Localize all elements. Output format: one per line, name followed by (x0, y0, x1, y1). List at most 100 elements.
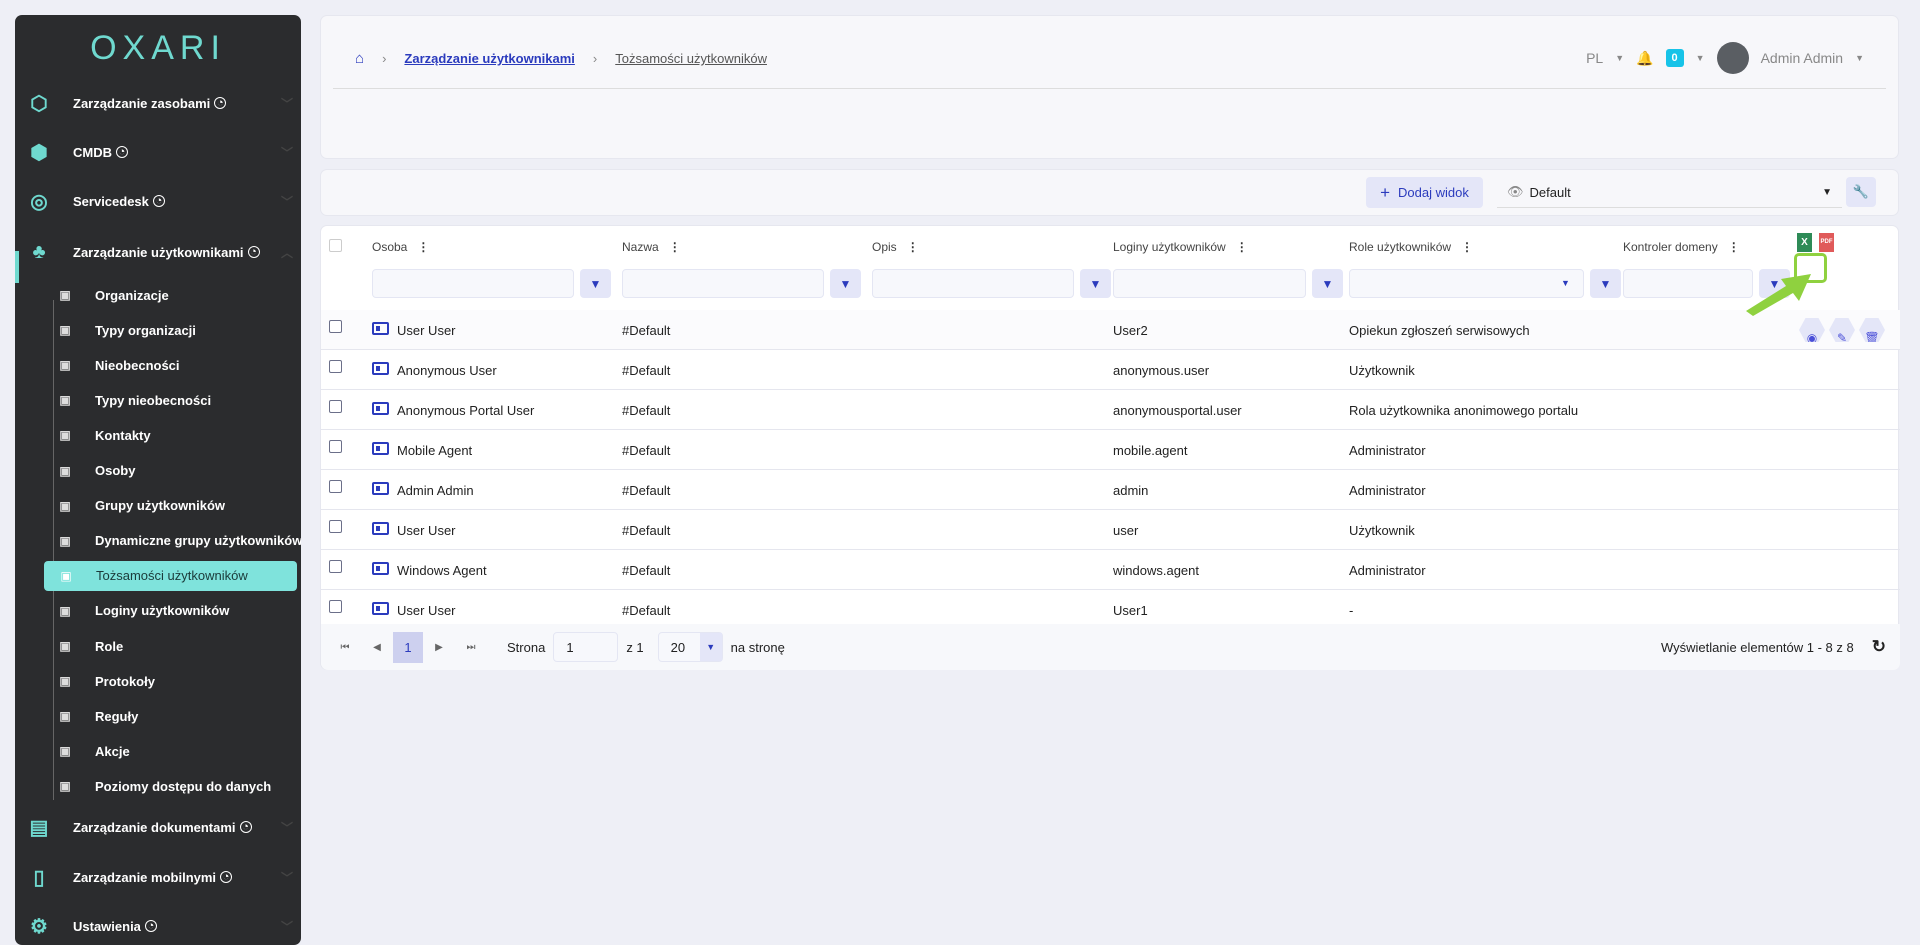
chevron-icon[interactable]: ﹀ (280, 96, 293, 111)
filter-button[interactable]: ▼ (1312, 269, 1343, 298)
sidebar-item-0[interactable]: ⬡ Zarządzanie zasobami ◔ ﹀ (15, 83, 301, 123)
table-row[interactable]: Anonymous User #Default anonymous.user Użyt… (321, 350, 1900, 390)
filter-button[interactable]: ▼ (830, 269, 861, 298)
caret-down-icon[interactable]: ▼ (1855, 53, 1864, 63)
header: ⌂ › Zarządzanie użytkownikami › Tożsamoś… (320, 15, 1899, 159)
column-menu-icon[interactable]: ⋮ (1461, 240, 1474, 254)
row-checkbox[interactable] (329, 440, 342, 453)
first-page-button[interactable]: ⏮ (340, 641, 350, 653)
refresh-icon[interactable]: ↻ (1871, 637, 1886, 656)
column-menu-icon[interactable]: ⋮ (1235, 240, 1248, 254)
sidebar-item-2[interactable]: ⚙ Ustawienia ◔ ﹀ (15, 906, 301, 945)
row-checkbox[interactable] (329, 480, 342, 493)
column-filter-input[interactable] (1623, 269, 1753, 298)
view-button[interactable]: ◉ (1799, 318, 1825, 342)
column-menu-icon[interactable]: ⋮ (417, 240, 430, 254)
column-filter-input[interactable] (872, 269, 1074, 298)
select-all-checkbox[interactable] (329, 239, 342, 252)
avatar[interactable] (1716, 42, 1749, 74)
sidebar-item-0[interactable]: ▤ Zarządzanie dokumentami ◔ ﹀ (15, 807, 301, 847)
language-select[interactable]: PL (1586, 50, 1604, 66)
actions-icon: ▣ (59, 744, 71, 759)
page-button-current[interactable]: 1 (393, 631, 423, 663)
sidebar-subitem-1[interactable]: ▣ Typy organizacji (43, 315, 301, 345)
caret-down-icon[interactable]: ▼ (1561, 278, 1570, 288)
sidebar-subitem-5[interactable]: ▣ Osoby (43, 456, 301, 486)
sidebar-subitem-10[interactable]: ▣ Role (43, 631, 301, 661)
home-icon[interactable]: ⌂ (355, 50, 365, 67)
edit-button[interactable]: ✎ (1829, 318, 1855, 342)
id-card-icon (372, 442, 389, 455)
pdf-export-icon[interactable]: PDF (1819, 233, 1834, 252)
breadcrumb-link[interactable]: Zarządzanie użytkownikami (404, 51, 575, 66)
sidebar-subitem-2[interactable]: ▣ Nieobecności (43, 350, 301, 380)
id-card-icon (372, 602, 389, 615)
filter-button[interactable]: ▼ (1590, 269, 1621, 298)
per-page-select[interactable]: 20 ▼ (657, 632, 723, 662)
sidebar-item-2[interactable]: ◎ Servicedesk ◔ ﹀ (15, 181, 301, 221)
row-checkbox[interactable] (329, 320, 342, 333)
row-checkbox[interactable] (329, 560, 342, 573)
sidebar-subitem-3[interactable]: ▣ Typy nieobecności (43, 385, 301, 415)
notification-count[interactable]: 0 (1665, 49, 1684, 67)
row-checkbox[interactable] (329, 520, 342, 533)
bell-icon[interactable]: 🔔 (1636, 49, 1654, 66)
user-name[interactable]: Admin Admin (1760, 50, 1844, 66)
row-checkbox[interactable] (329, 360, 342, 373)
sidebar-subitem-9[interactable]: ▣ Loginy użytkowników (43, 596, 301, 626)
table-row[interactable]: Mobile Agent #Default mobile.agent Administ… (321, 430, 1900, 470)
sidebar-subitem-0[interactable]: ▣ Organizacje (43, 280, 301, 310)
column-header[interactable]: Role użytkowników ⋮ (1349, 240, 1473, 254)
table-row[interactable]: Windows Agent #Default windows.agent Admini… (321, 550, 1900, 590)
chevron-icon[interactable]: ﹀ (280, 919, 293, 934)
sidebar-subitem-4[interactable]: ▣ Kontakty (43, 420, 301, 450)
column-filter-input[interactable] (372, 269, 574, 298)
column-header[interactable]: Osoba ⋮ (372, 240, 429, 254)
sidebar-subitem-6[interactable]: ▣ Grupy użytkowników (43, 491, 301, 521)
column-filter-input[interactable] (622, 269, 824, 298)
sidebar-subitem-13[interactable]: ▣ Akcje (43, 736, 301, 766)
sidebar-item-3[interactable]: ♣ Zarządzanie użytkownikami ◔ ︿ (15, 232, 301, 272)
chevron-icon[interactable]: ﹀ (280, 870, 293, 885)
filter-button[interactable]: ▼ (580, 269, 611, 298)
last-page-button[interactable]: ⏭ (466, 641, 476, 653)
page-input[interactable]: 1 (553, 632, 619, 662)
column-header[interactable]: Nazwa ⋮ (622, 240, 681, 254)
column-menu-icon[interactable]: ⋮ (668, 240, 681, 254)
id-card-icon (372, 322, 389, 335)
column-header[interactable]: Kontroler domeny ⋮ (1623, 240, 1740, 254)
sidebar-subitem-11[interactable]: ▣ Protokoły (43, 666, 301, 696)
delete-button[interactable]: 🗑 (1859, 318, 1885, 342)
view-select[interactable]: 👁 Default ▼ (1497, 177, 1842, 208)
table-row[interactable]: User User #Default User2 Opiekun zgłoszeń s… (321, 310, 1900, 350)
column-menu-icon[interactable]: ⋮ (1727, 240, 1740, 254)
filter-button[interactable]: ▼ (1080, 269, 1111, 298)
sidebar-subitem-12[interactable]: ▣ Reguły (43, 701, 301, 731)
row-checkbox[interactable] (329, 400, 342, 413)
column-filter-input[interactable] (1349, 269, 1584, 298)
chevron-icon[interactable]: ﹀ (280, 145, 293, 160)
column-filter-input[interactable] (1113, 269, 1306, 298)
column-menu-icon[interactable]: ⋮ (906, 240, 919, 254)
chevron-icon[interactable]: ﹀ (280, 820, 293, 835)
table-row[interactable]: User User #Default user Użytkownik (321, 510, 1900, 550)
sidebar-item-1[interactable]: ▯ Zarządzanie mobilnymi ◔ ﹀ (15, 857, 301, 897)
prev-page-button[interactable]: ◀ (373, 641, 381, 653)
next-page-button[interactable]: ▶ (435, 641, 443, 653)
caret-down-icon[interactable]: ▼ (1615, 53, 1625, 63)
column-header[interactable]: Opis ⋮ (872, 240, 919, 254)
caret-down-icon[interactable]: ▼ (1695, 53, 1705, 63)
column-header[interactable]: Loginy użytkowników ⋮ (1113, 240, 1248, 254)
table-row[interactable]: Admin Admin #Default admin Administrator (321, 470, 1900, 510)
excel-export-icon[interactable]: X (1797, 233, 1812, 252)
sidebar-item-1[interactable]: ⬢ CMDB ◔ ﹀ (15, 132, 301, 172)
table-row[interactable]: Anonymous Portal User #Default anonymouspo… (321, 390, 1900, 430)
sidebar-subitem-8[interactable]: ▣ Tożsamości użytkowników (44, 560, 297, 591)
chevron-icon[interactable]: ︿ (280, 245, 293, 260)
settings-wrench-button[interactable]: 🔧 (1846, 177, 1876, 207)
sidebar-subitem-7[interactable]: ▣ Dynamiczne grupy użytkowników (43, 526, 301, 556)
add-view-button[interactable]: + Dodaj widok (1366, 177, 1483, 208)
row-checkbox[interactable] (329, 600, 342, 613)
sidebar-subitem-14[interactable]: ▣ Poziomy dostępu do danych (43, 771, 301, 801)
chevron-icon[interactable]: ﹀ (280, 194, 293, 209)
